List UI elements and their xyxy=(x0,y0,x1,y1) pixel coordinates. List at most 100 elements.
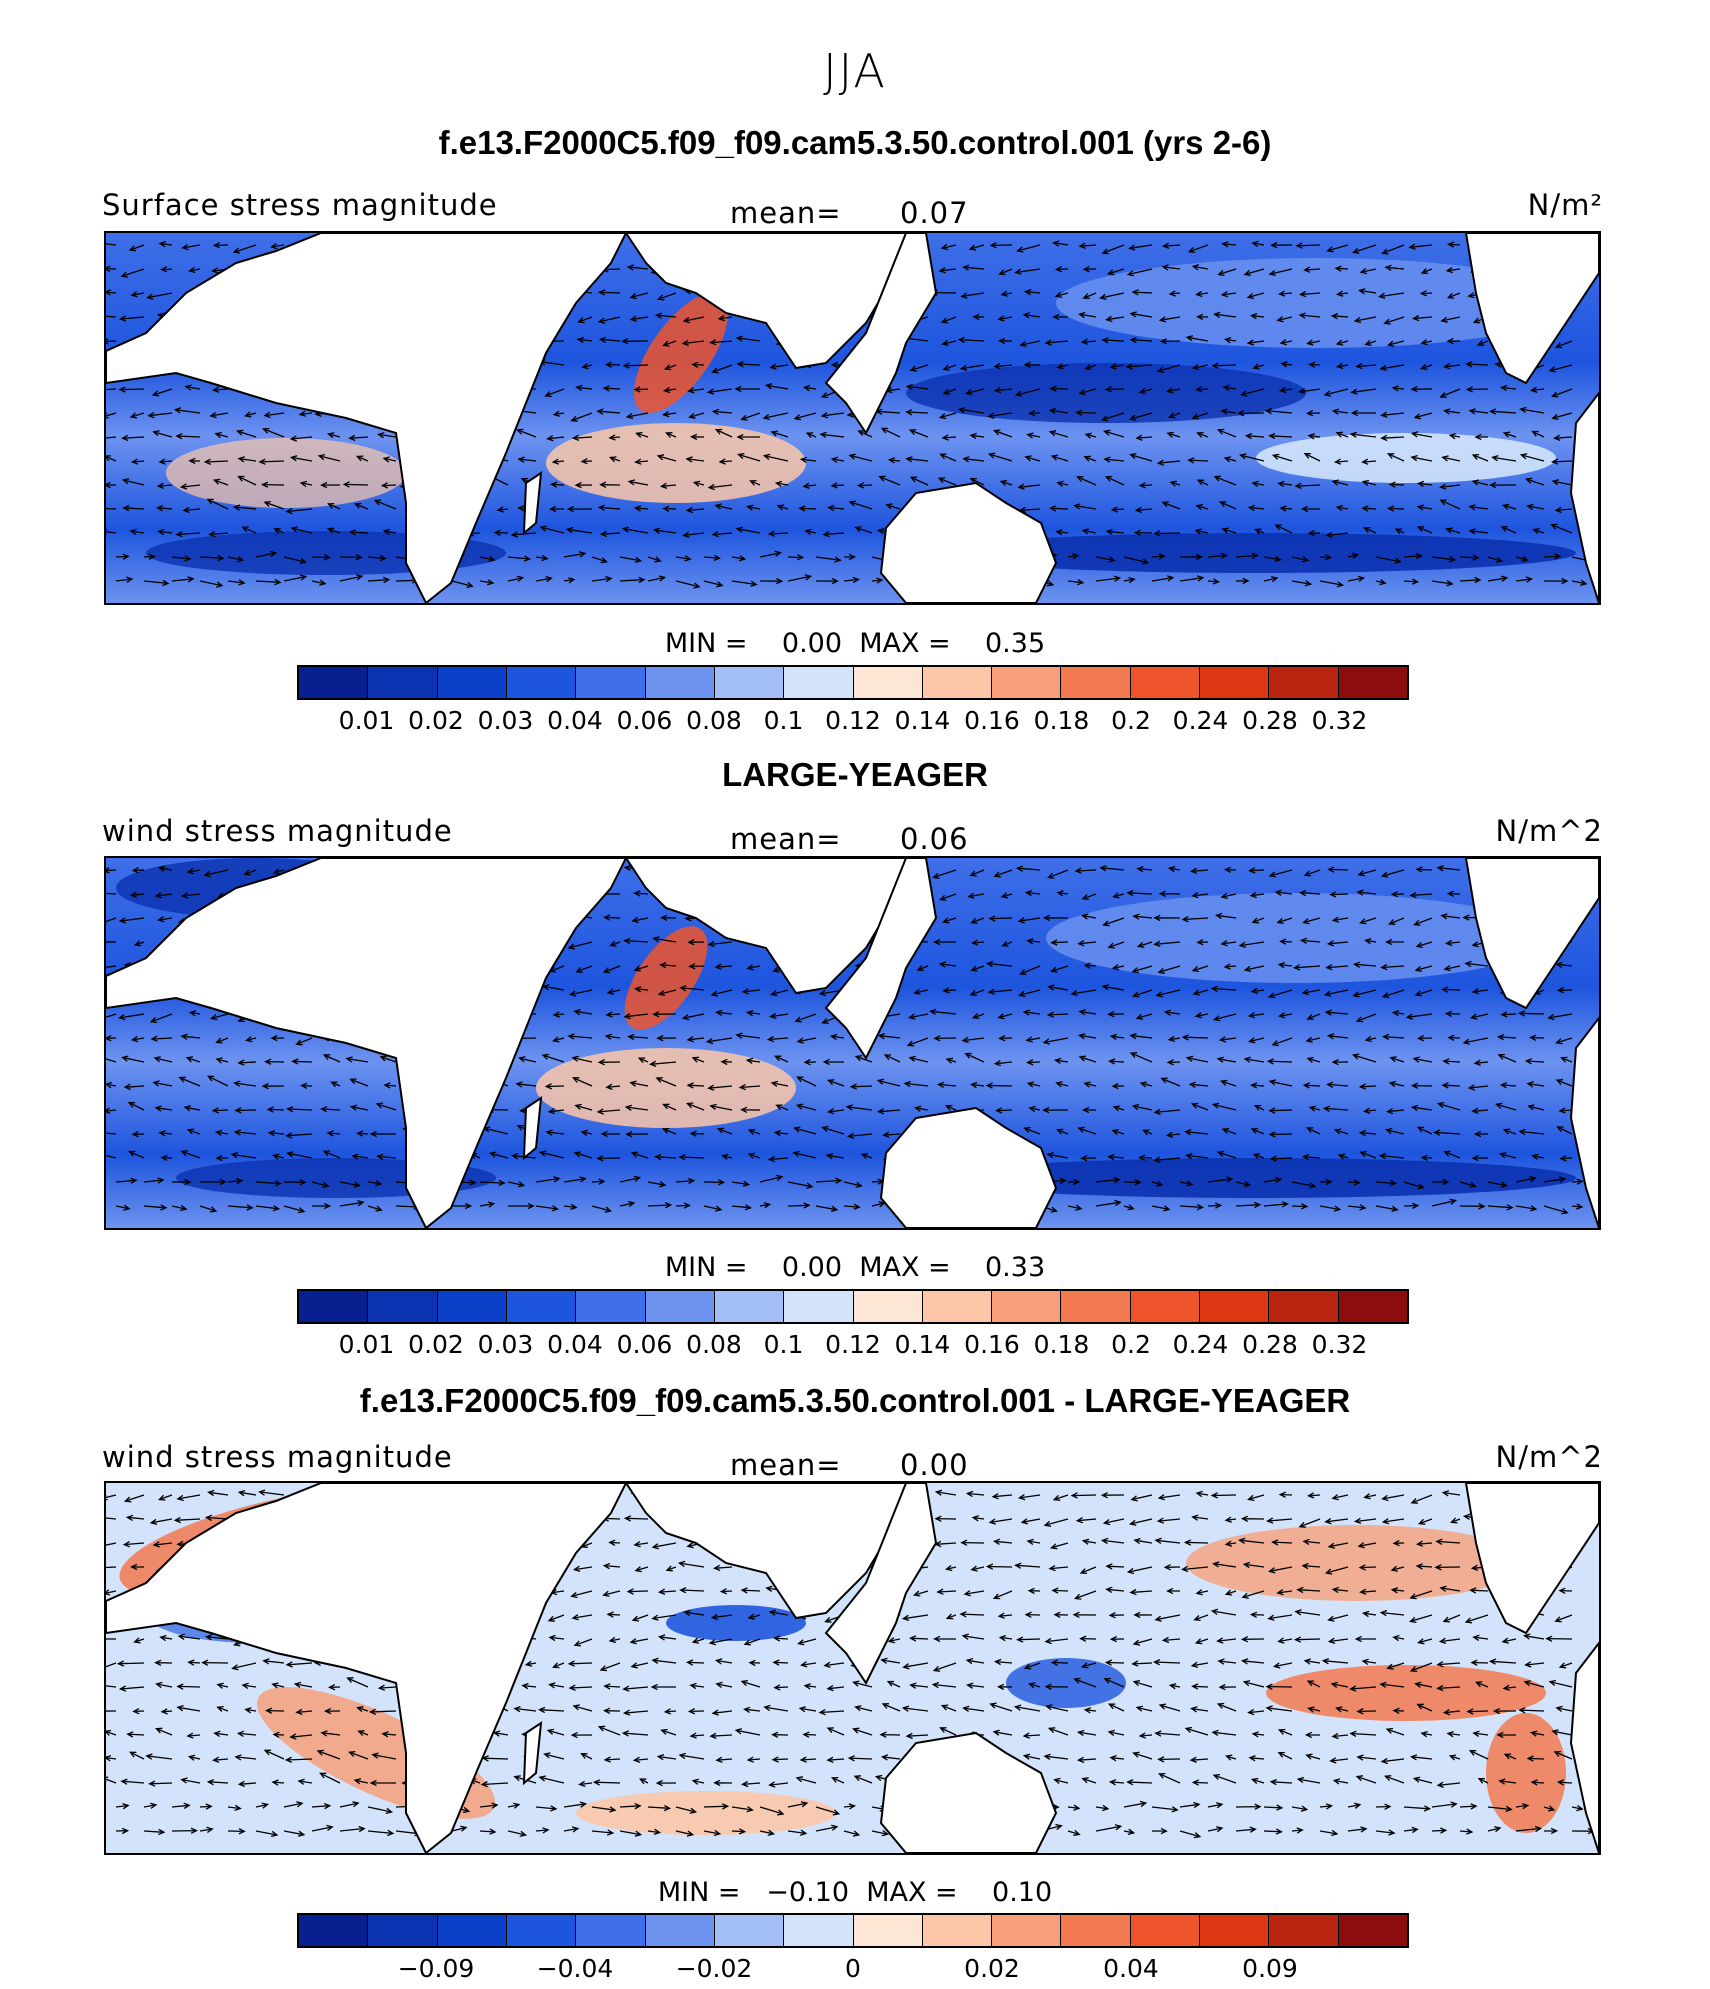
wind-vector-arrow xyxy=(987,412,1013,419)
wind-vector-arrow xyxy=(106,1542,117,1546)
wind-vector-arrow xyxy=(1047,869,1069,879)
wind-vector-arrow xyxy=(798,1706,817,1713)
wind-vector-arrow xyxy=(1123,1179,1142,1186)
wind-vector-arrow xyxy=(626,264,649,271)
wind-vector-arrow xyxy=(573,1008,593,1016)
wind-vector-arrow xyxy=(367,1205,383,1212)
wind-vector-arrow xyxy=(1083,455,1097,462)
wind-vector-arrow xyxy=(793,412,817,421)
wind-vector-arrow xyxy=(1420,1154,1433,1161)
wind-vector-arrow xyxy=(591,1829,615,1836)
wind-vector-arrow xyxy=(326,432,341,439)
wind-vector-arrow xyxy=(265,1707,285,1714)
wind-vector-arrow xyxy=(1224,1589,1237,1596)
wind-vector-arrow xyxy=(1249,1611,1265,1618)
wind-vector-arrow xyxy=(381,1731,397,1738)
wind-vector-arrow xyxy=(1291,556,1310,563)
wind-vector-arrow xyxy=(1248,867,1265,874)
wind-vector-arrow xyxy=(1136,941,1153,948)
colorbar-swatch xyxy=(1130,1915,1201,1946)
wind-vector-arrow xyxy=(1251,1731,1265,1738)
wind-vector-arrow xyxy=(1302,1082,1321,1089)
wind-vector-arrow xyxy=(854,1705,873,1712)
wind-vector-arrow xyxy=(1351,244,1377,254)
wind-vector-arrow xyxy=(231,1662,257,1671)
wind-vector-arrow xyxy=(1416,1703,1433,1712)
wind-vector-arrow xyxy=(1445,939,1461,947)
wind-vector-arrow xyxy=(241,526,257,534)
wind-vector-arrow xyxy=(1409,1662,1433,1673)
wind-vector-arrow xyxy=(747,1152,761,1159)
wind-vector-arrow xyxy=(143,1177,165,1184)
wind-vector-arrow xyxy=(1187,244,1209,254)
wind-vector-arrow xyxy=(933,938,957,946)
wind-vector-arrow xyxy=(971,1013,985,1020)
wind-vector-arrow xyxy=(106,965,117,968)
wind-vector-arrow xyxy=(348,1750,369,1760)
wind-vector-arrow xyxy=(289,455,313,462)
wind-vector-arrow xyxy=(244,1707,257,1714)
wind-vector-arrow xyxy=(741,1780,761,1788)
wind-vector-arrow xyxy=(619,1830,643,1837)
wind-vector-arrow xyxy=(989,1702,1013,1712)
low-stress-band xyxy=(936,533,1576,573)
wind-vector-arrow xyxy=(1267,989,1293,999)
wind-vector-arrow xyxy=(106,455,117,462)
wind-vector-arrow xyxy=(972,313,985,321)
wind-vector-arrow xyxy=(126,1731,145,1738)
wind-vector-arrow xyxy=(652,936,677,943)
wind-vector-arrow xyxy=(1305,1753,1321,1760)
wind-vector-arrow xyxy=(713,1564,733,1572)
wind-vector-arrow xyxy=(379,1055,397,1063)
wind-vector-arrow xyxy=(339,1181,361,1188)
wind-vector-arrow xyxy=(714,963,733,970)
wind-vector-arrow xyxy=(1303,266,1321,273)
wind-vector-arrow xyxy=(906,1037,929,1047)
wind-vector-arrow xyxy=(1047,1727,1069,1736)
wind-vector-arrow xyxy=(1043,1518,1069,1527)
wind-vector-arrow xyxy=(1095,556,1116,563)
wind-vector-arrow xyxy=(1358,1083,1377,1090)
colorbar-swatch xyxy=(992,1291,1062,1322)
wind-vector-arrow xyxy=(206,1778,229,1786)
wind-vector-arrow xyxy=(1412,314,1433,322)
wind-vector-arrow xyxy=(544,1083,565,1090)
wind-vector-arrow xyxy=(681,1013,705,1021)
wind-vector-arrow xyxy=(284,1756,313,1763)
panel-3-units: N/m^2 xyxy=(1495,1440,1603,1474)
wind-vector-arrow xyxy=(1303,1658,1321,1665)
wind-vector-arrow xyxy=(328,1684,341,1691)
wind-vector-arrow xyxy=(1101,244,1125,255)
wind-vector-arrow xyxy=(773,1684,789,1691)
wind-vector-arrow xyxy=(634,1566,649,1573)
wind-vector-arrow xyxy=(541,1053,565,1063)
colorbar-swatch xyxy=(714,1915,785,1946)
wind-vector-arrow xyxy=(106,1132,117,1135)
wind-vector-arrow xyxy=(746,1756,761,1763)
wind-vector-arrow xyxy=(709,1103,733,1111)
wind-vector-arrow xyxy=(1364,339,1377,346)
wind-vector-arrow xyxy=(805,432,817,439)
wind-vector-arrow xyxy=(1050,1659,1069,1666)
wind-vector-arrow xyxy=(968,244,985,251)
colorbar-swatch xyxy=(299,1915,369,1946)
wind-vector-arrow xyxy=(688,963,705,970)
wind-vector-arrow xyxy=(311,1802,332,1810)
wind-vector-arrow xyxy=(1019,340,1041,348)
wind-vector-arrow xyxy=(115,1802,130,1810)
wind-vector-arrow xyxy=(204,1634,229,1641)
wind-vector-arrow xyxy=(1332,1778,1349,1785)
wind-vector-arrow xyxy=(1166,1059,1181,1066)
wind-vector-arrow xyxy=(571,434,593,442)
wind-vector-arrow xyxy=(1519,406,1545,414)
wind-vector-arrow xyxy=(1266,1517,1293,1524)
wind-vector-arrow xyxy=(657,1588,677,1596)
wind-vector-arrow xyxy=(740,1587,761,1594)
wind-vector-arrow xyxy=(199,554,225,562)
wind-vector-arrow xyxy=(600,1130,621,1138)
land-south-america xyxy=(1569,1641,1599,1853)
wind-vector-arrow xyxy=(1104,475,1125,486)
wind-vector-arrow xyxy=(507,1802,521,1809)
wind-vector-arrow xyxy=(1239,388,1265,397)
wind-vector-arrow xyxy=(1361,505,1377,512)
